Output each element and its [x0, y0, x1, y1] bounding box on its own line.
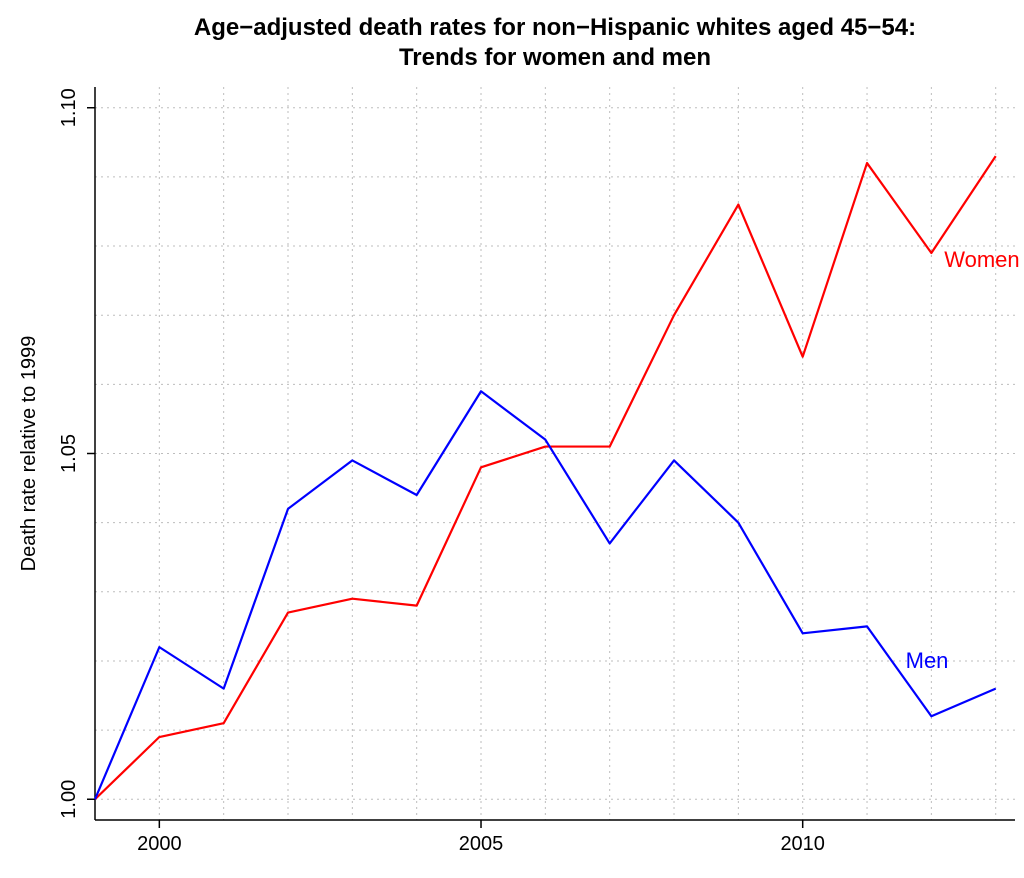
- y-tick-label: 1.05: [58, 434, 80, 473]
- y-tick-label: 1.10: [58, 88, 80, 127]
- chart-container: 2000 2005 2010 1.00 1.05 1.10 Death rate relat…: [0, 0, 1024, 878]
- x-tick-label: 2000: [137, 833, 182, 855]
- chart-title-line2: Trends for women and men: [399, 44, 711, 71]
- x-tick-label: 2010: [780, 833, 825, 855]
- chart-svg: 2000 2005 2010 1.00 1.05 1.10 Death rate relat…: [0, 0, 1024, 878]
- chart-background: [0, 0, 1024, 878]
- x-tick-label: 2005: [459, 833, 504, 855]
- y-tick-label: 1.00: [58, 780, 80, 819]
- series-label-women: Women: [944, 247, 1019, 272]
- series-label-men: Men: [906, 648, 949, 673]
- chart-title-line1: Age−adjusted death rates for non−Hispani…: [194, 14, 916, 41]
- y-axis-title: Death rate relative to 1999: [18, 336, 40, 572]
